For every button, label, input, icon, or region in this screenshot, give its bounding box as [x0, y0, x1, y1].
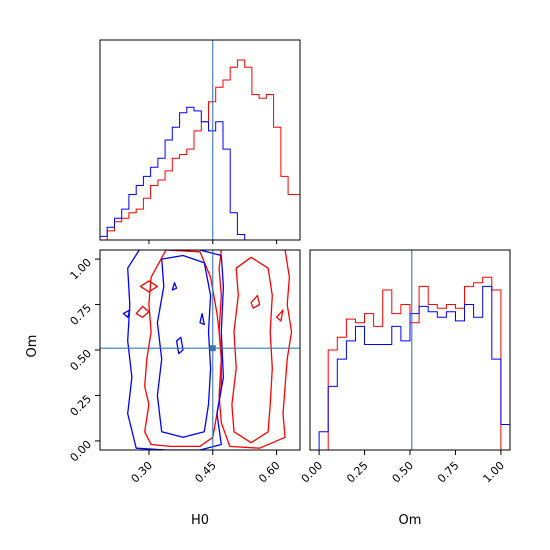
- om-y-tick-label: 0.00: [68, 438, 95, 465]
- contour-red: [135, 305, 150, 318]
- om-y-tick-label: 0.75: [68, 301, 95, 328]
- contour-blue: [156, 254, 212, 438]
- om-hist-red: [310, 276, 510, 450]
- contour-red: [275, 309, 284, 322]
- x-axis-label-om: Om: [399, 513, 422, 528]
- contour-red: [250, 294, 261, 309]
- om-y-tick-label: 1.00: [68, 256, 95, 283]
- contour-red: [231, 256, 273, 444]
- axis-labels: H0 Om Om: [25, 335, 421, 528]
- om-hist-series: [310, 276, 510, 450]
- contour-blue: [199, 312, 205, 326]
- contour-series: [122, 250, 293, 450]
- contour-blue: [175, 336, 184, 355]
- y-axis-label-om: Om: [25, 335, 40, 358]
- om-y-tick-label: 0.25: [68, 392, 95, 419]
- contour-blue: [171, 282, 178, 291]
- truth-marker: [209, 345, 216, 352]
- h0-hist-blue: [100, 106, 300, 240]
- om-hist-frame: [309, 249, 511, 451]
- om-x-tick-label: 0.00: [299, 459, 326, 486]
- h0-hist-series: [100, 59, 300, 240]
- h0-hist-red: [100, 59, 300, 240]
- om-hist-blue: [310, 285, 510, 450]
- contour-red: [218, 250, 293, 449]
- om-x-tick-label: 1.00: [481, 459, 508, 486]
- h0-x-tick-label: 0.60: [256, 459, 283, 486]
- contour-blue: [122, 309, 131, 318]
- om-x-tick-label: 0.25: [344, 459, 371, 486]
- om-y-tick-label: 0.50: [68, 347, 95, 374]
- h0-om-contour-panel: 0.30 0.45 0.60 0.00 0.25 0.50 0.75 1.00: [68, 249, 301, 486]
- h0-x-tick-label: 0.30: [129, 459, 156, 486]
- contour-blue: [127, 250, 225, 450]
- h0-histogram-panel: [99, 39, 301, 244]
- om-x-tick-label: 0.50: [390, 459, 417, 486]
- x-axis-label-h0: H0: [191, 513, 209, 528]
- contour-red: [139, 280, 159, 293]
- om-x-tick-label: 0.75: [435, 459, 462, 486]
- h0-hist-frame: [99, 39, 301, 241]
- h0-x-tick-label: 0.45: [192, 459, 219, 486]
- om-histogram-panel: 0.00 0.25 0.50 0.75 1.00: [299, 249, 511, 486]
